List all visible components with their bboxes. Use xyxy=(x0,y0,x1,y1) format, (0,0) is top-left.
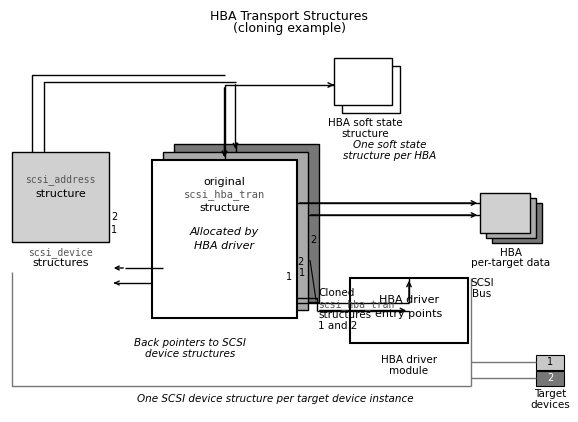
Bar xyxy=(536,371,564,386)
Text: scsi_address: scsi_address xyxy=(25,175,96,185)
Text: scsi_hba_tran: scsi_hba_tran xyxy=(318,299,394,310)
Text: scsi_hba_tran: scsi_hba_tran xyxy=(184,189,265,200)
Text: Allocated by: Allocated by xyxy=(190,227,259,237)
Text: structures: structures xyxy=(318,310,371,320)
Text: 1: 1 xyxy=(547,357,553,367)
Text: per-target data: per-target data xyxy=(472,258,551,268)
Text: 1: 1 xyxy=(299,268,305,278)
Text: 1: 1 xyxy=(286,272,292,282)
Text: Back pointers to SCSI: Back pointers to SCSI xyxy=(134,338,246,348)
Bar xyxy=(480,193,530,233)
Text: HBA driver: HBA driver xyxy=(381,355,437,365)
Text: scsi_device: scsi_device xyxy=(28,247,93,258)
Text: HBA: HBA xyxy=(500,248,522,258)
Text: structures: structures xyxy=(32,258,89,268)
Text: structure: structure xyxy=(341,129,389,139)
Bar xyxy=(536,355,564,370)
Text: HBA driver: HBA driver xyxy=(379,295,439,305)
Bar xyxy=(334,58,392,105)
Bar xyxy=(163,152,308,310)
Text: (cloning example): (cloning example) xyxy=(232,22,346,35)
Text: One SCSI device structure per target device instance: One SCSI device structure per target dev… xyxy=(136,394,413,404)
Text: original: original xyxy=(203,177,246,187)
Text: device structures: device structures xyxy=(145,349,235,359)
Bar xyxy=(12,152,109,242)
Bar xyxy=(486,198,536,238)
Bar xyxy=(342,66,400,113)
Bar xyxy=(152,160,297,318)
Bar xyxy=(174,144,319,302)
Bar xyxy=(350,278,468,343)
Text: structure per HBA: structure per HBA xyxy=(343,151,436,161)
Bar xyxy=(492,203,542,243)
Text: HBA soft state: HBA soft state xyxy=(328,118,402,128)
Text: 2: 2 xyxy=(547,373,553,383)
Text: Bus: Bus xyxy=(472,289,492,299)
Text: One soft state: One soft state xyxy=(353,140,427,150)
Text: entry points: entry points xyxy=(375,309,443,319)
Text: 2: 2 xyxy=(111,212,117,222)
Text: Target: Target xyxy=(534,389,566,399)
Text: 2: 2 xyxy=(297,257,303,267)
Text: structure: structure xyxy=(199,203,250,213)
Text: 1 and 2: 1 and 2 xyxy=(318,321,357,331)
Text: HBA driver: HBA driver xyxy=(194,241,254,251)
Text: structure: structure xyxy=(35,189,86,199)
Text: module: module xyxy=(390,366,428,376)
Text: 2: 2 xyxy=(310,235,316,245)
Text: HBA Transport Structures: HBA Transport Structures xyxy=(210,10,368,23)
Text: Cloned: Cloned xyxy=(318,288,354,298)
Text: devices: devices xyxy=(530,400,570,410)
Text: SCSI: SCSI xyxy=(470,278,494,288)
Text: 1: 1 xyxy=(111,225,117,235)
